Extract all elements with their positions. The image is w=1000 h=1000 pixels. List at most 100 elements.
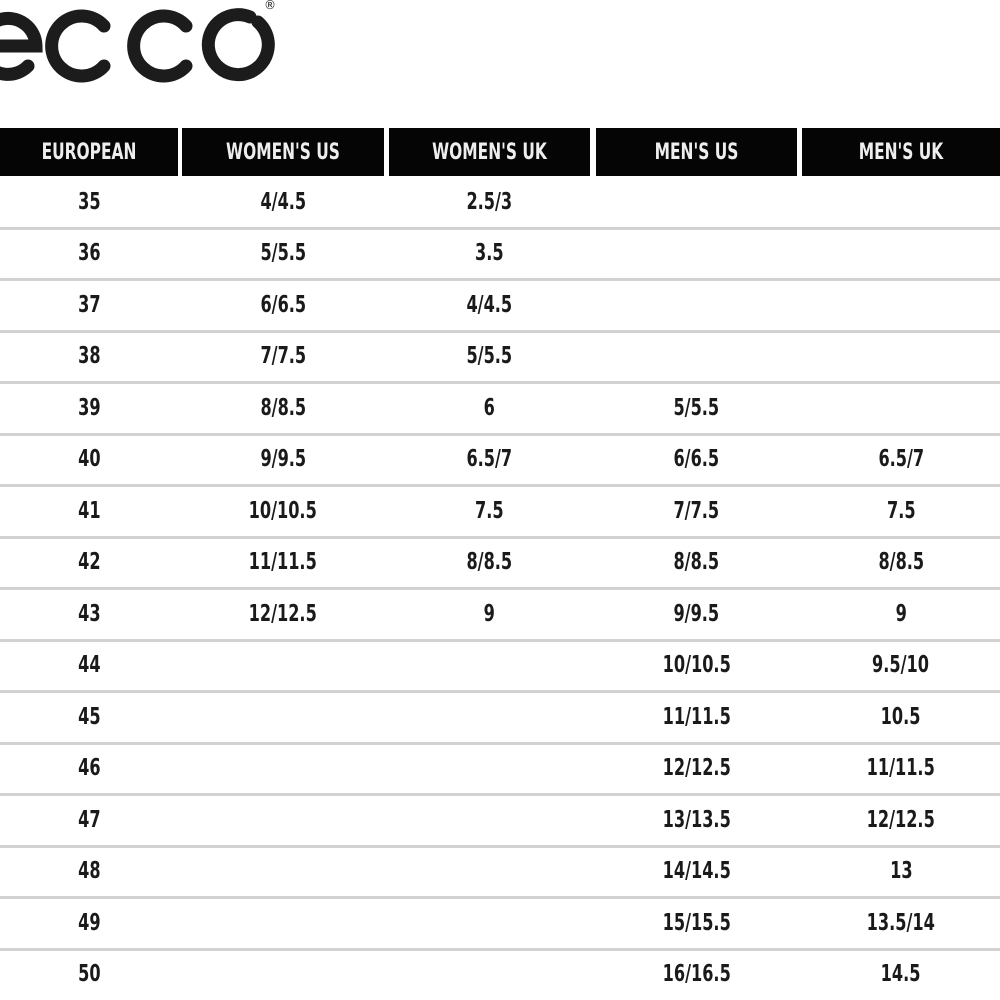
row-divider (0, 278, 1000, 281)
cell-mens-us: 16/16.5 (596, 949, 797, 1000)
column-header-label: MEN'S US (654, 139, 739, 165)
row-divider (0, 947, 1000, 951)
cell-womens-uk: 6.5/7 (389, 434, 590, 486)
cell-value: 8/8.5 (878, 549, 924, 576)
table-row: 43 12/12.5 9 9/9.5 9 (0, 588, 1000, 642)
cell-value: 11/11.5 (662, 703, 731, 730)
row-divider (0, 896, 1000, 899)
cell-value: 10/10.5 (248, 497, 318, 524)
cell-value: 6.5/7 (466, 446, 513, 473)
cell-womens-us: 12/12.5 (182, 588, 384, 640)
cell-value: 6/6.5 (673, 446, 720, 473)
column-header-european: EUROPEAN (0, 128, 178, 176)
row-divider (0, 432, 1000, 436)
cell-value: 10/10.5 (662, 652, 731, 679)
cell-value: 48 (77, 858, 101, 885)
table-row: 45 11/11.5 10.5 (0, 691, 1000, 745)
cell-mens-us: 15/15.5 (596, 897, 797, 949)
registered-mark: ® (264, 0, 276, 12)
cell-value: 13/13.5 (662, 806, 731, 833)
cell-value: 50 (77, 961, 101, 988)
table-row: 36 5/5.5 3.5 (0, 228, 1000, 281)
cell-value: 13.5/14 (866, 909, 936, 936)
column-header-mens-us: MEN'S US (596, 128, 797, 176)
cell-mens-us (596, 228, 797, 280)
cell-european: 42 (0, 537, 178, 589)
cell-value: 9 (895, 600, 907, 627)
cell-womens-us (182, 743, 384, 795)
table-row: 41 10/10.5 7.5 7/7.5 7.5 (0, 485, 1000, 539)
cell-mens-uk: 9 (802, 588, 1000, 640)
cell-mens-us: 12/12.5 (596, 743, 797, 795)
cell-european: 45 (0, 691, 178, 743)
cell-mens-uk (802, 331, 1000, 383)
cell-european: 35 (0, 176, 178, 228)
cell-value: 11/11.5 (866, 755, 936, 782)
cell-value: 4/4.5 (466, 291, 513, 318)
cell-mens-us: 5/5.5 (596, 382, 797, 434)
cell-european: 48 (0, 846, 178, 898)
cell-value: 47 (77, 806, 101, 833)
row-divider (0, 535, 1000, 539)
table-header-row: EUROPEAN WOMEN'S US WOMEN'S UK MEN'S US MEN'… (0, 128, 1000, 176)
cell-value: 44 (77, 652, 101, 679)
cell-european: 50 (0, 949, 178, 1000)
cell-european: 41 (0, 485, 178, 537)
cell-womens-uk (389, 743, 590, 795)
cell-womens-us: 4/4.5 (182, 176, 384, 228)
cell-womens-us (182, 640, 384, 692)
cell-value: 3.5 (475, 240, 504, 267)
cell-womens-uk (389, 691, 590, 743)
column-header-label: MEN'S UK (858, 139, 944, 165)
cell-womens-uk (389, 846, 590, 898)
cell-womens-uk: 9 (389, 588, 590, 640)
cell-value: 5/5.5 (673, 394, 720, 421)
cell-womens-us: 11/11.5 (182, 537, 384, 589)
cell-womens-uk: 6 (389, 382, 590, 434)
cell-european: 43 (0, 588, 178, 640)
cell-value: 8/8.5 (673, 549, 720, 576)
cell-mens-uk: 6.5/7 (802, 434, 1000, 486)
cell-value: 39 (77, 394, 101, 421)
cell-value: 9.5/10 (872, 652, 930, 679)
cell-european: 40 (0, 434, 178, 486)
cell-womens-uk: 5/5.5 (389, 331, 590, 383)
column-header-mens-uk: MEN'S UK (802, 128, 1000, 176)
cell-value: 8/8.5 (260, 394, 306, 421)
row-divider (0, 329, 1000, 333)
cell-womens-uk: 3.5 (389, 228, 590, 280)
cell-mens-us: 11/11.5 (596, 691, 797, 743)
cell-value: 42 (77, 549, 101, 576)
cell-value: 5/5.5 (466, 343, 513, 370)
cell-european: 37 (0, 279, 178, 331)
cell-value: 16/16.5 (662, 961, 731, 988)
cell-value: 14.5 (881, 961, 921, 988)
cell-mens-us (596, 331, 797, 383)
table-row: 47 13/13.5 12/12.5 (0, 794, 1000, 848)
cell-value: 7/7.5 (673, 497, 720, 524)
cell-value: 7/7.5 (260, 343, 306, 370)
cell-womens-us: 7/7.5 (182, 331, 384, 383)
cell-european: 47 (0, 794, 178, 846)
cell-value: 41 (77, 497, 101, 524)
row-divider (0, 587, 1000, 590)
cell-womens-us: 8/8.5 (182, 382, 384, 434)
row-divider (0, 844, 1000, 848)
cell-womens-uk (389, 949, 590, 1000)
cell-mens-uk: 13.5/14 (802, 897, 1000, 949)
cell-mens-uk: 7.5 (802, 485, 1000, 537)
cell-womens-us (182, 897, 384, 949)
cell-value: 36 (77, 240, 101, 267)
table-row: 35 4/4.5 2.5/3 (0, 176, 1000, 230)
cell-womens-us (182, 846, 384, 898)
column-header-label: EUROPEAN (41, 139, 137, 165)
cell-mens-us: 6/6.5 (596, 434, 797, 486)
cell-value: 2.5/3 (466, 188, 513, 215)
cell-womens-us: 9/9.5 (182, 434, 384, 486)
cell-european: 44 (0, 640, 178, 692)
cell-value: 40 (77, 446, 101, 473)
cell-value: 5/5.5 (260, 240, 306, 267)
table-row: 40 9/9.5 6.5/7 6/6.5 6.5/7 (0, 434, 1000, 487)
column-header-womens-us: WOMEN'S US (182, 128, 384, 176)
cell-value: 38 (77, 343, 101, 370)
